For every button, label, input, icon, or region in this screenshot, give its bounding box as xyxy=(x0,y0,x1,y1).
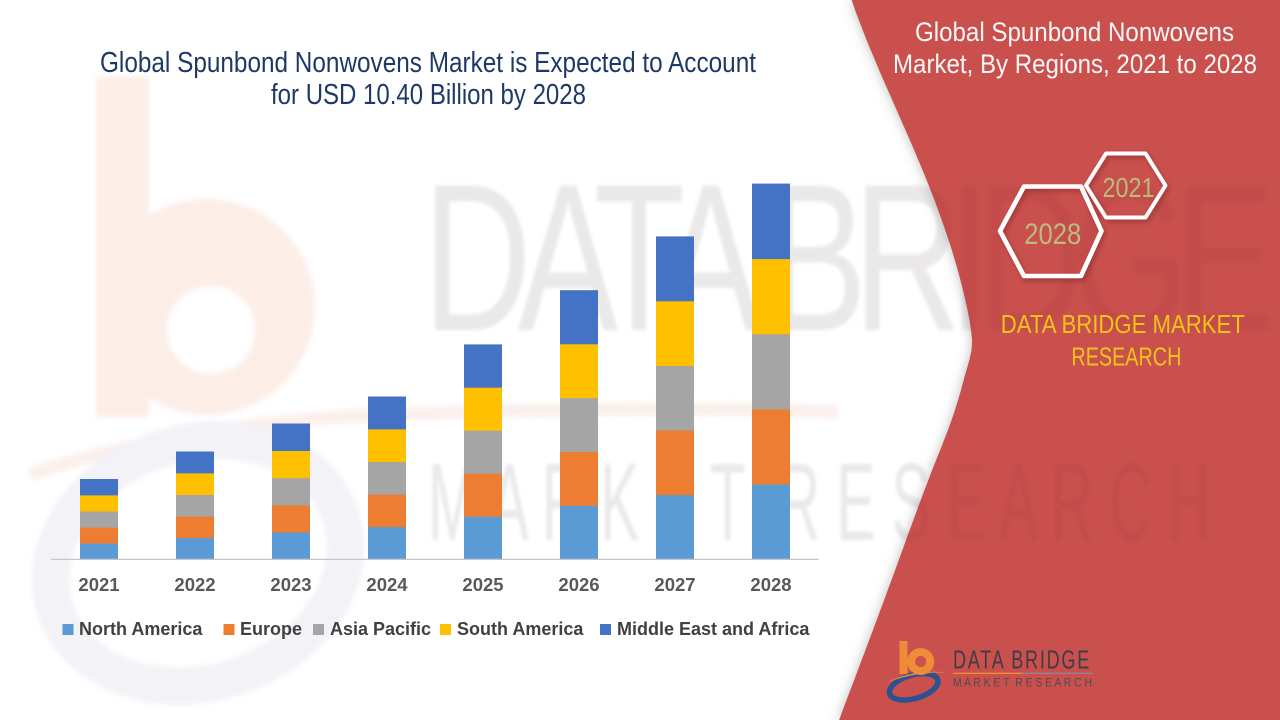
svg-text:M A R K E T R E S E A R C H: M A R K E T R E S E A R C H xyxy=(953,676,1092,690)
svg-text:Europe: Europe xyxy=(240,619,302,639)
svg-text:2021: 2021 xyxy=(78,574,119,595)
svg-text:2028: 2028 xyxy=(1024,218,1081,251)
svg-text:2021: 2021 xyxy=(1103,172,1155,203)
svg-text:Market, By Regions, 2021 to 20: Market, By Regions, 2021 to 2028 xyxy=(893,49,1257,79)
svg-text:RESEARCH: RESEARCH xyxy=(1071,342,1181,372)
svg-text:2027: 2027 xyxy=(654,574,695,595)
svg-text:Asia Pacific: Asia Pacific xyxy=(330,619,431,639)
svg-text:2022: 2022 xyxy=(174,574,215,595)
svg-text:North America: North America xyxy=(79,619,203,639)
svg-text:2023: 2023 xyxy=(270,574,311,595)
svg-text:Middle East and Africa: Middle East and Africa xyxy=(617,619,810,639)
svg-text:DATA BRIDGE: DATA BRIDGE xyxy=(953,645,1091,675)
svg-text:DATA BRIDGE MARKET: DATA BRIDGE MARKET xyxy=(1001,309,1245,339)
svg-text:2024: 2024 xyxy=(366,574,408,595)
svg-text:Global Spunbond Nonwovens: Global Spunbond Nonwovens xyxy=(915,17,1234,47)
svg-text:Global Spunbond Nonwovens Mark: Global Spunbond Nonwovens Market is Expe… xyxy=(100,47,756,79)
svg-text:2025: 2025 xyxy=(462,574,503,595)
svg-text:South America: South America xyxy=(457,619,584,639)
svg-text:2028: 2028 xyxy=(750,574,791,595)
svg-text:2026: 2026 xyxy=(558,574,599,595)
svg-text:for USD 10.40 Billion by 2028: for USD 10.40 Billion by 2028 xyxy=(271,79,586,111)
